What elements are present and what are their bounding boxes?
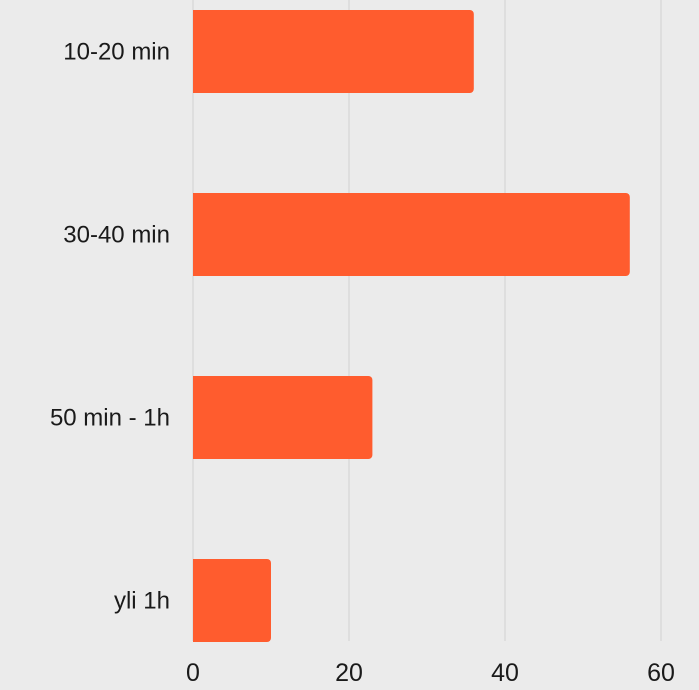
bar-base [193,559,199,642]
x-tick-label: 60 [647,659,675,687]
x-tick-labels: 0 20 40 60 [186,659,675,687]
category-label: 30-40 min [63,222,170,249]
category-label: 10-20 min [63,39,170,66]
category-label: 50 min - 1h [50,405,170,432]
x-tick-label: 0 [186,659,200,687]
category-labels: 10-20 min 30-40 min 50 min - 1h yli 1h [50,39,170,615]
bar-base [193,376,199,459]
bar [193,376,373,459]
bars [193,10,630,642]
bar [193,193,630,276]
grid-lines [192,0,662,641]
bar [193,10,474,93]
bar-base [193,10,199,93]
x-tick-label: 40 [491,659,519,687]
category-label: yli 1h [114,588,170,615]
bar-base [193,193,199,276]
bar [193,559,271,642]
x-tick-label: 20 [335,659,363,687]
